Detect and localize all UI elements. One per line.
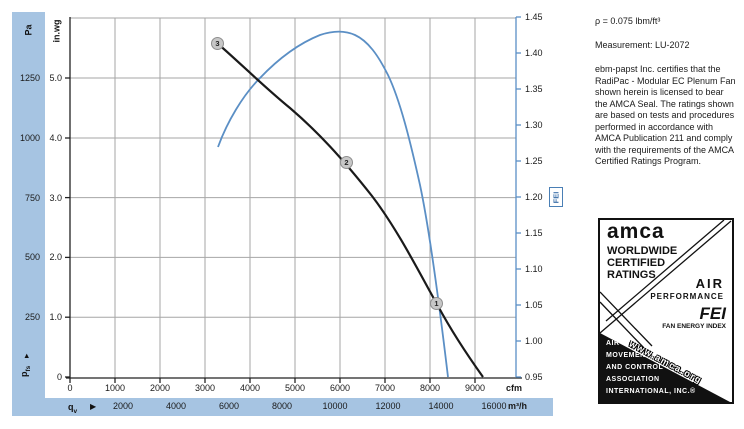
cfm-tick: 1000 [104,383,126,393]
grid-lines [70,17,516,378]
inwg-axis-unit: in.wg [51,19,61,43]
left-axis-band [12,12,45,416]
m3h-tick: 14000 [428,401,454,411]
pa-tick: 500 [24,252,40,262]
seal-assoc-line: INTERNATIONAL, INC.® [606,388,696,395]
certification-statement: ebm-papst Inc. certifies that the RadiPa… [595,64,736,166]
amca-certified-ratings-seal: amca WORLDWIDE CERTIFIED RATINGS AIR PER… [598,218,734,404]
operating-point-1: 1 [430,297,443,310]
pa-axis-unit: Pa [23,24,34,36]
fei-tick: 1.40 [525,48,543,58]
fei-tick: 0.95 [525,372,543,382]
fei-tick: 1.10 [525,264,543,274]
seal-certified: CERTIFIED [607,257,666,269]
inwg-tick: 3.0 [49,193,62,203]
flow-symbol-label: qv [68,402,78,415]
fei-curve [217,30,449,378]
pressure-symbol-label: pfs [19,365,33,377]
seal-fei: FEI [699,304,726,323]
fei-axis-line [515,16,521,378]
seal-assoc-line: AND CONTROL [606,364,664,371]
fei-tick: 1.00 [525,336,543,346]
pa-tick: 1250 [19,73,40,83]
operating-point-3: 3 [211,37,224,50]
cfm-tick: 2000 [149,383,171,393]
seal-fan-energy-index: FAN ENERGY INDEX [662,323,726,330]
fei-tick: 1.30 [525,120,543,130]
fei-tick: 1.35 [525,84,543,94]
cfm-tick: 7000 [374,383,396,393]
seal-graphics [600,220,732,402]
cfm-tick: 3000 [194,383,216,393]
seal-assoc-line: AIR [606,340,620,347]
m3h-tick: 10000 [322,401,348,411]
measurement-id: Measurement: LU-2072 [595,40,690,50]
amca-brand: amca [607,220,665,243]
fei-tick: 1.25 [525,156,543,166]
seal-ratings: RATINGS [607,269,656,281]
air-density-value: ρ = 0.075 lbm/ft³ [595,16,661,26]
pressure-axis-arrow-icon: ▲ [23,351,31,360]
cfm-tick: 6000 [329,383,351,393]
m3h-tick: 12000 [375,401,401,411]
fei-tick: 1.45 [525,12,543,22]
seal-black-triangle [600,333,730,402]
seal-worldwide: WORLDWIDE [607,245,678,257]
bottom-axis-band [12,398,553,416]
m3h-tick: 6000 [218,401,240,411]
seal-assoc-line: MOVEMENT [606,352,651,359]
cfm-tick: 5000 [284,383,306,393]
cfm-tick: 0 [67,383,73,393]
inwg-tick: 1.0 [49,312,62,322]
m3h-tick: 16000 [481,401,507,411]
pa-tick: 250 [24,312,40,322]
fei-tick: 1.20 [525,192,543,202]
m3h-tick: 4000 [165,401,187,411]
cfm-unit: cfm [506,383,523,393]
operating-point-2: 2 [340,156,353,169]
pa-tick: 750 [24,193,40,203]
cfm-tick: 9000 [464,383,486,393]
fan-curve [216,42,484,378]
seal-performance: PERFORMANCE [650,292,724,301]
m3h-tick: 8000 [271,401,293,411]
seal-assoc-line: ASSOCIATION [606,376,660,383]
inwg-tick: 5.0 [49,73,62,83]
flow-axis-arrow-icon: ▶ [90,402,97,411]
m3h-unit: m³/h [508,401,527,411]
inwg-tick: 0 [56,372,62,382]
fei-tick: 1.15 [525,228,543,238]
m3h-tick: 2000 [112,401,134,411]
cfm-tick: 4000 [239,383,261,393]
pa-tick: 1000 [19,133,40,143]
inwg-tick: 2.0 [49,252,62,262]
seal-air: AIR [695,276,724,291]
inwg-tick: 4.0 [49,133,62,143]
fei-axis-unit: FEI [549,187,563,207]
fei-tick: 1.05 [525,300,543,310]
pressure-axis-line [65,17,522,383]
cfm-tick: 8000 [419,383,441,393]
